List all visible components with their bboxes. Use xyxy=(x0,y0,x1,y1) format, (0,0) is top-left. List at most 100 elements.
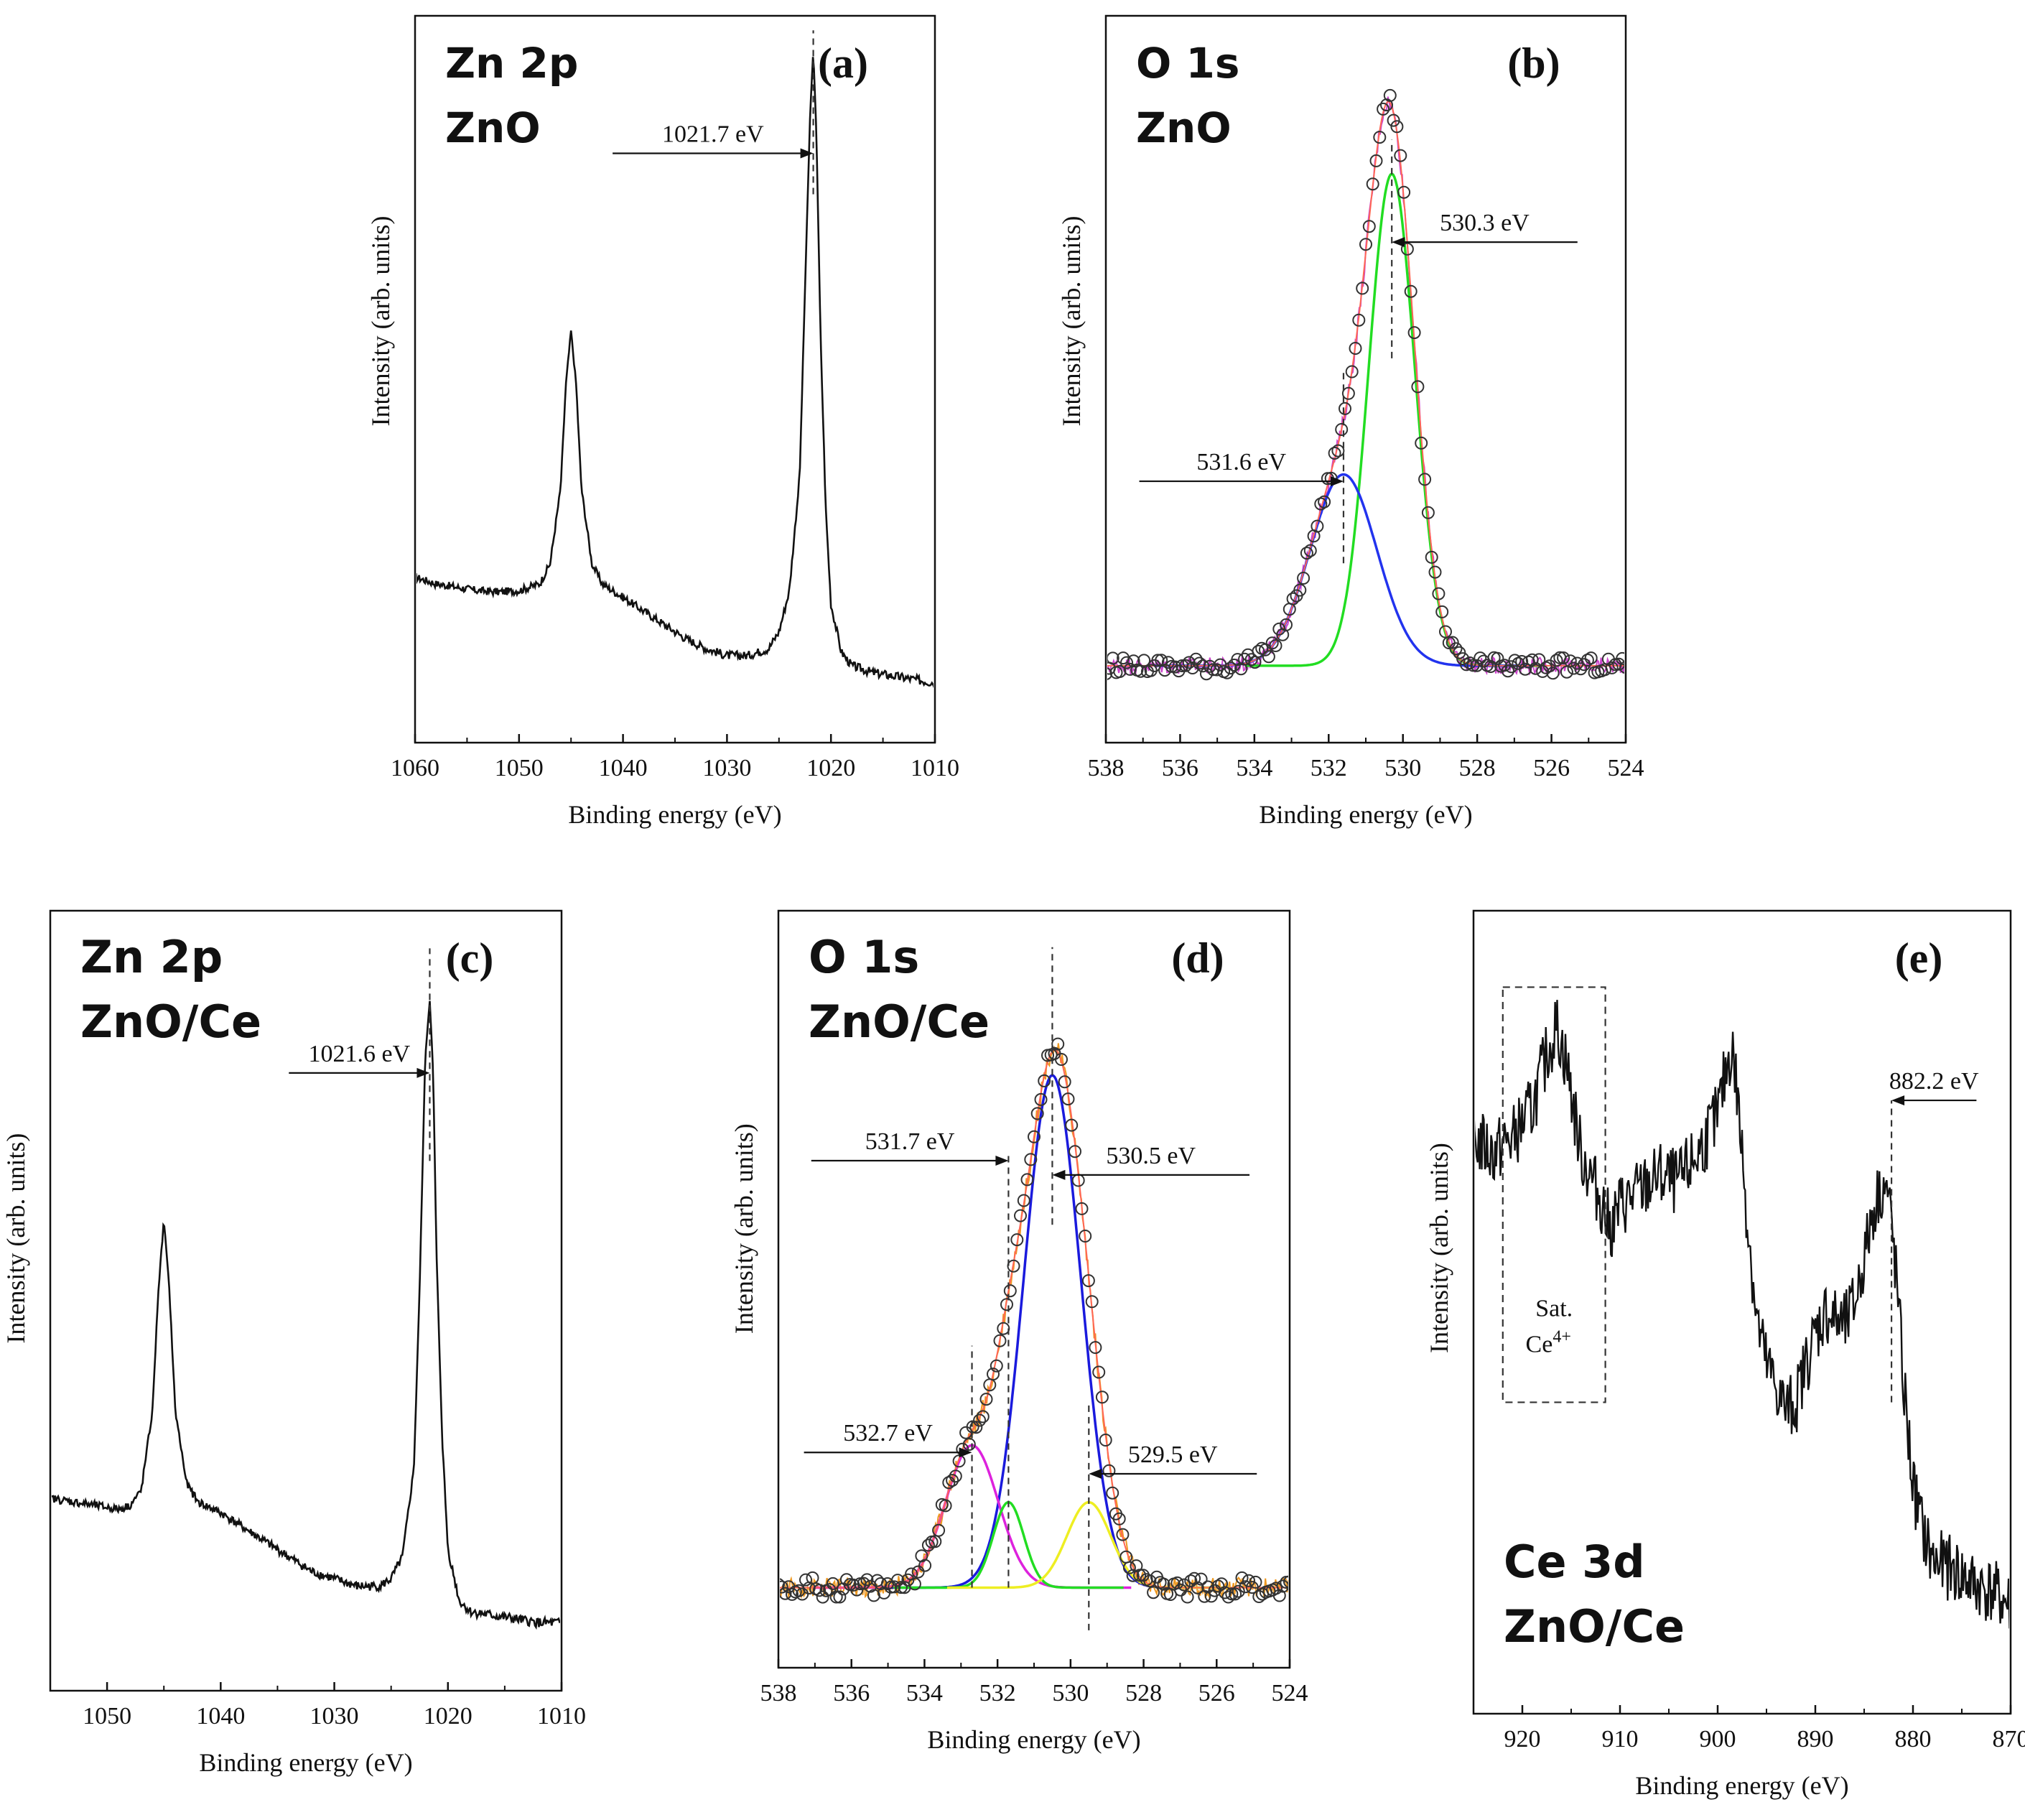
data-marker xyxy=(833,1590,847,1604)
data-marker xyxy=(1186,661,1199,674)
data-marker xyxy=(1081,1274,1095,1288)
satellite-ce-text: Ce xyxy=(1526,1331,1553,1357)
fit-envelope xyxy=(1107,101,1624,667)
x-tick-label: 920 xyxy=(1504,1726,1541,1752)
annotation-label: 529.5 eV xyxy=(1128,1441,1218,1468)
data-marker xyxy=(1168,660,1182,674)
data-marker xyxy=(1269,639,1282,652)
data-marker xyxy=(1055,1053,1068,1066)
x-tick-label: 910 xyxy=(1602,1726,1639,1752)
data-marker xyxy=(1000,1298,1013,1311)
satellite-ce-label: Ce4+ xyxy=(1526,1327,1571,1357)
data-marker xyxy=(979,1393,993,1406)
panel-title-line: O 1s xyxy=(809,931,919,983)
data-marker xyxy=(1024,1153,1038,1166)
panel-label: (e) xyxy=(1895,934,1943,982)
annotation-arrowhead xyxy=(1891,1095,1905,1106)
data-marker xyxy=(1318,495,1331,509)
data-marker xyxy=(1010,1233,1024,1247)
x-tick-label: 526 xyxy=(1533,755,1570,781)
data-marker xyxy=(1211,1579,1225,1593)
annotation-arrowhead xyxy=(1392,237,1405,248)
data-marker xyxy=(1075,1202,1089,1215)
panel-title-line: Zn 2p xyxy=(80,931,223,983)
data-marker xyxy=(1133,1569,1147,1582)
data-marker xyxy=(1225,1587,1239,1601)
data-marker xyxy=(1411,380,1425,394)
data-marker xyxy=(1242,1574,1255,1587)
x-tick-label: 880 xyxy=(1895,1726,1932,1752)
data-marker xyxy=(1345,365,1359,379)
annotation-label: 530.5 eV xyxy=(1106,1143,1196,1169)
data-marker xyxy=(1415,436,1428,450)
data-marker xyxy=(973,1413,987,1427)
data-marker xyxy=(888,1580,901,1594)
data-marker xyxy=(1390,120,1404,134)
data-marker xyxy=(1463,656,1476,669)
data-marker xyxy=(1557,651,1570,664)
data-marker xyxy=(1341,386,1355,400)
data-marker xyxy=(1095,1390,1109,1404)
annotation-label: 532.7 eV xyxy=(843,1420,933,1447)
data-marker xyxy=(1014,1209,1027,1222)
data-marker xyxy=(1311,519,1324,533)
x-tick-label: 1010 xyxy=(537,1703,586,1730)
panel-title-line: ZnO/Ce xyxy=(1504,1600,1685,1653)
data-marker xyxy=(1189,652,1203,666)
x-tick-label: 1050 xyxy=(495,755,544,781)
data-marker xyxy=(1106,1486,1119,1500)
data-marker xyxy=(1574,662,1588,676)
data-marker xyxy=(932,1523,946,1537)
satellite-box xyxy=(1502,986,1606,1403)
x-tick-label: 1050 xyxy=(83,1703,131,1730)
data-marker xyxy=(1058,1075,1071,1089)
data-marker xyxy=(1069,1145,1081,1159)
x-axis-label: Binding energy (eV) xyxy=(927,1725,1140,1754)
data-marker xyxy=(1369,154,1383,167)
data-marker xyxy=(1079,1230,1092,1243)
y-axis-label: Intensity (arb. units) xyxy=(1057,216,1086,427)
data-marker xyxy=(816,1590,829,1604)
data-marker xyxy=(1508,654,1522,667)
data-marker xyxy=(1352,313,1366,327)
data-marker xyxy=(1359,238,1372,251)
data-marker xyxy=(1387,113,1400,127)
data-marker xyxy=(1181,1590,1194,1604)
x-tick-label: 536 xyxy=(1162,755,1198,781)
data-marker xyxy=(1616,651,1624,665)
data-marker xyxy=(1184,1574,1198,1588)
data-marker xyxy=(969,1421,983,1434)
x-tick-label: 1020 xyxy=(806,755,855,781)
x-tick-label: 534 xyxy=(906,1680,943,1707)
data-marker xyxy=(1276,1579,1288,1593)
annotation-label: 530.3 eV xyxy=(1440,210,1530,236)
data-marker xyxy=(1051,1037,1065,1051)
x-tick-label: 524 xyxy=(1272,1680,1308,1707)
data-marker xyxy=(1421,506,1435,519)
x-tick-label: 528 xyxy=(1459,755,1496,781)
data-marker xyxy=(1435,605,1449,618)
panel-label: (b) xyxy=(1507,40,1560,87)
data-marker xyxy=(1394,149,1407,162)
data-marker xyxy=(1099,1434,1112,1447)
panel-label: (a) xyxy=(818,40,868,87)
data-marker xyxy=(1560,665,1573,679)
data-marker xyxy=(850,1583,864,1597)
data-marker xyxy=(1293,583,1307,597)
data-marker xyxy=(1218,1586,1232,1600)
panel-title-line: Ce 3d xyxy=(1504,1536,1645,1588)
x-axis-label: Binding energy (eV) xyxy=(1635,1771,1848,1800)
plot-frame xyxy=(49,909,563,1692)
panel-title-line: ZnO xyxy=(1136,103,1232,152)
data-marker xyxy=(1194,1572,1208,1586)
x-tick-label: 538 xyxy=(760,1680,797,1707)
y-axis-label: Intensity (arb. units) xyxy=(1,1133,30,1344)
x-tick-label: 1030 xyxy=(702,755,751,781)
satellite-label: Sat. xyxy=(1535,1295,1573,1322)
data-marker xyxy=(1089,1341,1102,1355)
x-tick-label: 532 xyxy=(979,1680,1016,1707)
x-tick-label: 890 xyxy=(1797,1726,1834,1752)
data-marker xyxy=(1116,1528,1130,1541)
data-marker xyxy=(1221,1590,1235,1604)
data-marker xyxy=(780,1580,788,1594)
